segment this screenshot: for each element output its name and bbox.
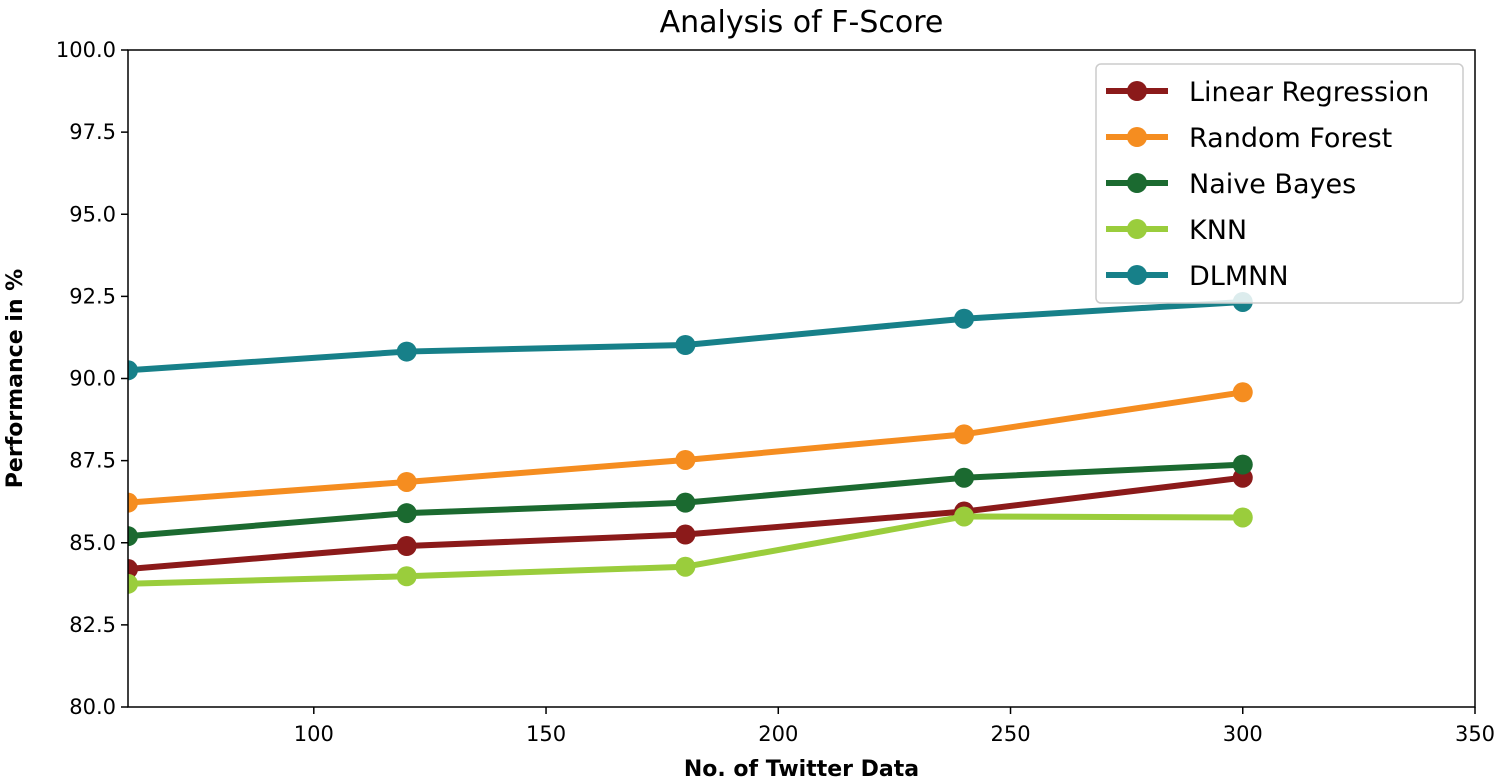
data-point-linear-regression <box>396 536 417 557</box>
x-tick-label: 200 <box>758 722 798 746</box>
y-tick-label: 82.5 <box>69 613 116 637</box>
data-point-dlmnn <box>396 341 417 362</box>
series-dlmnn <box>128 291 1253 381</box>
plot-frame <box>127 49 1476 708</box>
data-point-random-forest <box>396 471 417 492</box>
y-tick-label: 87.5 <box>69 449 116 473</box>
data-point-naive-bayes <box>675 492 696 513</box>
series-knn <box>128 506 1253 594</box>
data-point-knn <box>675 556 696 577</box>
data-point-naive-bayes <box>1232 454 1253 475</box>
y-tick-label: 90.0 <box>69 367 116 391</box>
data-point-dlmnn <box>675 334 696 355</box>
legend: Linear Regression Random Forest Naive Baye… <box>1095 63 1464 304</box>
y-tick-label: 85.0 <box>69 531 116 555</box>
data-point-linear-regression <box>128 559 138 580</box>
y-tick-label: 95.0 <box>69 202 116 226</box>
legend-swatch-marker <box>1127 81 1147 101</box>
legend-label: Naive Bayes <box>1189 169 1356 200</box>
y-tick-label: 100.0 <box>56 38 116 62</box>
legend-item-knn: KNN <box>1106 215 1247 246</box>
x-tick-label: 150 <box>526 722 566 746</box>
data-point-random-forest <box>1232 382 1253 403</box>
legend-swatch-marker <box>1127 265 1147 285</box>
data-point-random-forest <box>128 492 138 513</box>
series-line-random-forest <box>128 389 1246 506</box>
legend-label: Random Forest <box>1189 123 1392 154</box>
legend-item-naive-bayes: Naive Bayes <box>1106 169 1356 200</box>
x-axis-label: No. of Twitter Data <box>684 757 919 781</box>
data-point-dlmnn <box>954 308 975 329</box>
series-random-forest <box>128 382 1253 513</box>
y-tick-label: 92.5 <box>69 284 116 308</box>
legend-item-linear-regression: Linear Regression <box>1106 77 1429 108</box>
legend-swatch-marker <box>1127 173 1147 193</box>
legend-label: KNN <box>1189 215 1247 246</box>
data-point-knn <box>954 506 975 527</box>
data-point-knn <box>1232 507 1253 528</box>
data-point-naive-bayes <box>954 467 975 488</box>
data-point-knn <box>396 566 417 587</box>
legend-item-random-forest: Random Forest <box>1106 123 1392 154</box>
chart-title: Analysis of F-Score <box>660 5 944 40</box>
series-naive-bayes <box>128 454 1253 547</box>
y-tick-label: 80.0 <box>69 695 116 719</box>
y-tick-label: 97.5 <box>69 120 116 144</box>
data-point-linear-regression <box>675 524 696 545</box>
data-point-random-forest <box>954 424 975 445</box>
legend-label: DLMNN <box>1189 261 1289 292</box>
data-point-naive-bayes <box>396 503 417 524</box>
x-tick-label: 350 <box>1455 722 1495 746</box>
data-point-dlmnn <box>128 360 138 381</box>
y-axis-label: Performance in % <box>3 269 28 488</box>
legend-label: Linear Regression <box>1189 77 1429 108</box>
data-point-random-forest <box>675 449 696 470</box>
data-point-naive-bayes <box>128 526 138 547</box>
x-tick-label: 300 <box>1223 722 1263 746</box>
legend-swatch-marker <box>1127 219 1147 239</box>
legend-item-dlmnn: DLMNN <box>1106 261 1289 292</box>
legend-swatch-marker <box>1127 127 1147 147</box>
data-point-knn <box>128 573 138 594</box>
x-tick-label: 250 <box>990 722 1030 746</box>
legend-box <box>1095 63 1464 304</box>
x-tick-label: 100 <box>294 722 334 746</box>
